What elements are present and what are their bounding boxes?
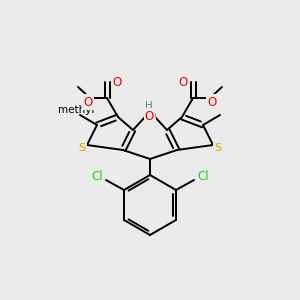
Text: H: H bbox=[147, 101, 155, 111]
Text: O: O bbox=[83, 95, 93, 109]
Text: S: S bbox=[214, 143, 222, 153]
Text: S: S bbox=[78, 143, 85, 153]
Text: O: O bbox=[145, 110, 154, 122]
Text: H: H bbox=[145, 101, 153, 111]
Text: O: O bbox=[112, 76, 121, 88]
Text: S: S bbox=[214, 144, 222, 154]
Text: methyl: methyl bbox=[58, 105, 94, 115]
Text: O: O bbox=[207, 95, 217, 109]
Text: Cl: Cl bbox=[197, 170, 208, 184]
Text: Cl: Cl bbox=[92, 170, 103, 184]
Text: S: S bbox=[78, 144, 85, 154]
Text: O: O bbox=[179, 76, 188, 88]
Text: O: O bbox=[146, 110, 155, 122]
